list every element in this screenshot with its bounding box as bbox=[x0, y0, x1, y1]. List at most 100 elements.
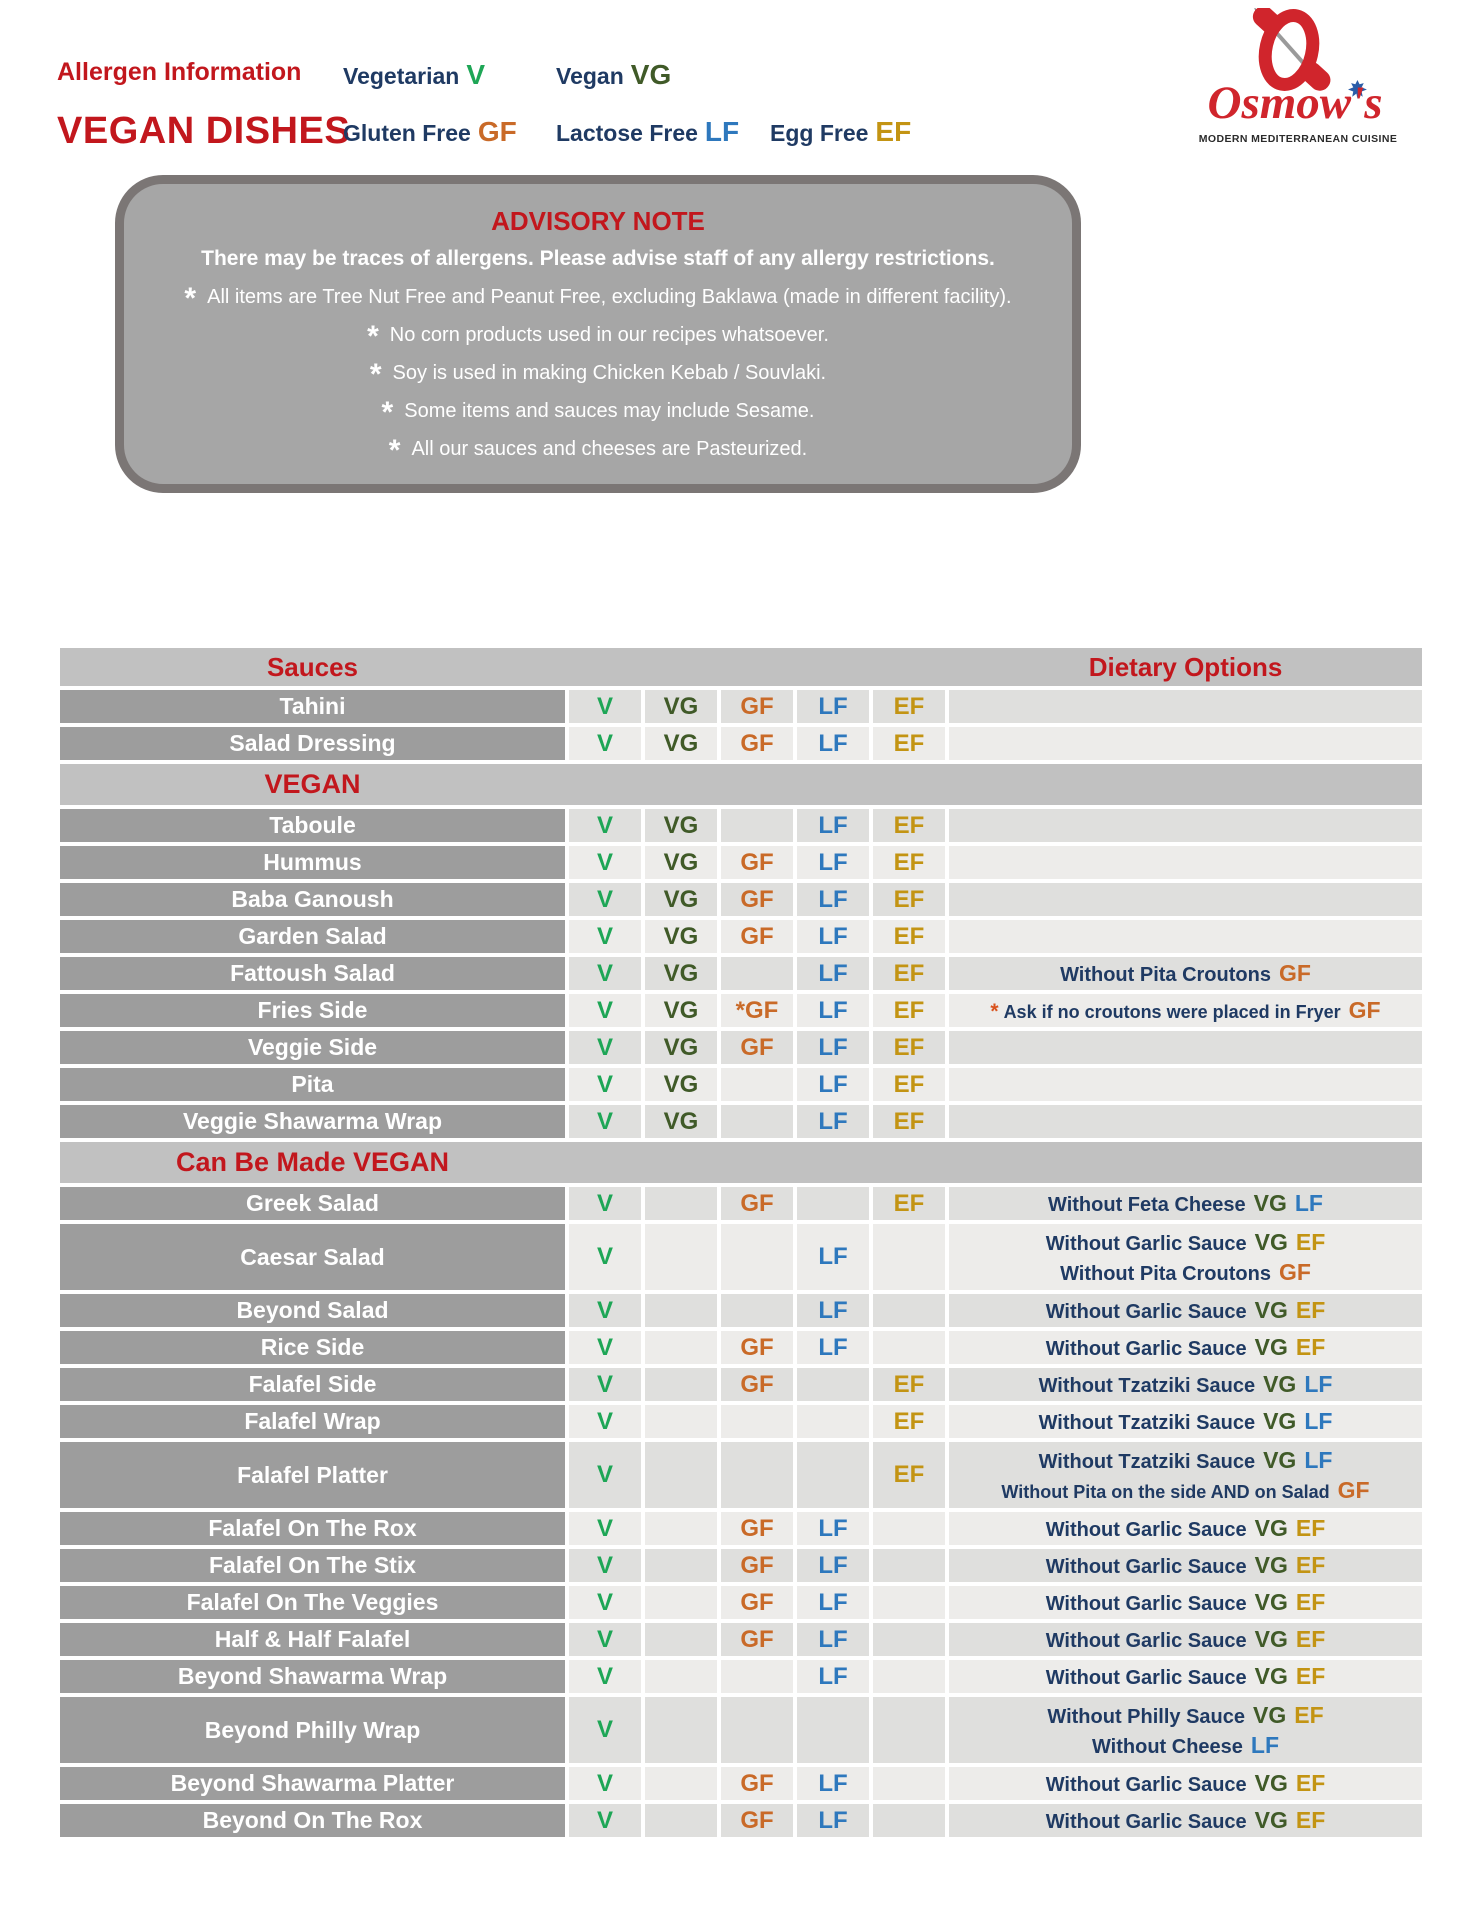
badge-cell-lf: LF bbox=[797, 727, 869, 760]
badge-v: V bbox=[596, 996, 613, 1024]
note-code-gf: GF bbox=[1337, 1477, 1370, 1504]
badge-cell-ef: EF bbox=[873, 690, 945, 723]
badge-cell-gf bbox=[721, 1405, 793, 1438]
dietary-note: Without Garlic Sauce VG EF bbox=[1046, 1227, 1326, 1257]
dietary-options-cell: Without Tzatziki Sauce VG LF bbox=[949, 1405, 1422, 1438]
table-row: Veggie Shawarma Wrap V VG LF EF bbox=[60, 1105, 1422, 1138]
note-text: Without Garlic Sauce bbox=[1045, 1519, 1247, 1542]
badge-vg: VG bbox=[663, 959, 699, 987]
badge-cell-gf bbox=[721, 1068, 793, 1101]
legend-code: LF bbox=[704, 115, 740, 147]
dietary-note: Without Cheese LF bbox=[1092, 1730, 1279, 1760]
dietary-options-cell bbox=[949, 690, 1422, 723]
badge-cell-vg bbox=[645, 1697, 717, 1763]
badge-cell-gf: GF bbox=[721, 1512, 793, 1545]
note-code-lf: LF bbox=[1304, 1371, 1333, 1398]
advisory-bullet: No corn products used in our recipes wha… bbox=[124, 324, 1072, 347]
badge-gf: GF bbox=[740, 848, 774, 876]
badge-cell-gf: GF bbox=[721, 846, 793, 879]
badge-cell-v: V bbox=[569, 1512, 641, 1545]
badge-cell-ef bbox=[873, 1331, 945, 1364]
note-code-ef: EF bbox=[1295, 1770, 1326, 1797]
badge-cell-lf bbox=[797, 1368, 869, 1401]
badge-cell-vg bbox=[645, 1767, 717, 1800]
section-title: VEGAN bbox=[264, 769, 361, 799]
table-row: Falafel On The Veggies V GF LF Without Garli… bbox=[60, 1586, 1422, 1619]
badge-cell-ef: EF bbox=[873, 846, 945, 879]
badge-gf: GF bbox=[740, 729, 774, 757]
badge-cell-gf: GF bbox=[721, 883, 793, 916]
badge-v: V bbox=[596, 1243, 613, 1270]
dietary-options-cell bbox=[949, 1105, 1422, 1138]
note-code-vg: VG bbox=[1254, 1228, 1288, 1255]
badge-cell-vg bbox=[645, 1442, 717, 1508]
badge-lf: LF bbox=[818, 1514, 848, 1542]
badge-cell-vg: VG bbox=[645, 1105, 717, 1138]
badge-gf: GF bbox=[740, 1333, 774, 1361]
table-row: Veggie Side V VG GF LF EF bbox=[60, 1031, 1422, 1064]
legend-code: GF bbox=[477, 115, 517, 147]
dietary-options-cell: Without Garlic Sauce VG EF bbox=[949, 1804, 1422, 1837]
badge-lf: LF bbox=[818, 1625, 848, 1653]
badge-lf: LF bbox=[818, 1033, 848, 1061]
badge-cell-v: V bbox=[569, 1660, 641, 1693]
dietary-note: Without Philly Sauce VG EF bbox=[1047, 1700, 1323, 1730]
badge-gf: GF bbox=[740, 1514, 774, 1542]
advisory-bullet: Soy is used in making Chicken Kebab / So… bbox=[124, 362, 1072, 385]
badge-cell-gf: GF bbox=[721, 1623, 793, 1656]
dietary-options-cell: Without Garlic Sauce VG EF bbox=[949, 1331, 1422, 1364]
badge-cell-ef: EF bbox=[873, 920, 945, 953]
note-text: Without Garlic Sauce bbox=[1045, 1593, 1247, 1616]
badge-vg: VG bbox=[663, 1070, 699, 1098]
badge-cell-gf bbox=[721, 1660, 793, 1693]
advisory-subtitle: There may be traces of allergens. Please… bbox=[201, 247, 995, 270]
badge-cell-ef: EF bbox=[873, 809, 945, 842]
badge-cell-ef bbox=[873, 1549, 945, 1582]
badge-cell-lf: LF bbox=[797, 1224, 869, 1290]
dish-name-cell: Falafel On The Stix bbox=[60, 1549, 565, 1582]
badge-gf: GF bbox=[740, 885, 774, 913]
badge-gf: GF bbox=[740, 922, 774, 950]
table-row: Falafel On The Stix V GF LF Without Garlic S… bbox=[60, 1549, 1422, 1582]
advisory-bullet: All items are Tree Nut Free and Peanut F… bbox=[124, 286, 1072, 309]
legend-label: Gluten Free bbox=[343, 119, 471, 146]
badge-cell-ef bbox=[873, 1586, 945, 1619]
dish-name-cell: Veggie Side bbox=[60, 1031, 565, 1064]
note-code-vg: VG bbox=[1254, 1770, 1288, 1797]
note-text: Without Garlic Sauce bbox=[1045, 1667, 1247, 1690]
badge-ef: EF bbox=[893, 729, 925, 757]
note-code-lf: LF bbox=[1294, 1190, 1323, 1217]
dietary-options-cell bbox=[949, 727, 1422, 760]
badge-lf: LF bbox=[818, 1070, 848, 1098]
badge-ef: EF bbox=[893, 1107, 925, 1135]
note-code-ef: EF bbox=[1295, 1228, 1326, 1255]
badge-ef: EF bbox=[893, 1070, 925, 1098]
badge-v: V bbox=[596, 959, 613, 987]
badge-lf: LF bbox=[818, 811, 848, 839]
dietary-options-cell: Without Garlic Sauce VG EF bbox=[949, 1586, 1422, 1619]
dish-name-cell: Beyond Shawarma Wrap bbox=[60, 1660, 565, 1693]
note-code-vg: VG bbox=[1253, 1701, 1287, 1728]
badge-cell-v: V bbox=[569, 690, 641, 723]
badge-v: V bbox=[596, 922, 613, 950]
table-row: Beyond Shawarma Wrap V LF Without Garlic Sa… bbox=[60, 1660, 1422, 1693]
badge-vg: VG bbox=[663, 811, 699, 839]
note-text: Without Garlic Sauce bbox=[1045, 1232, 1247, 1255]
badge-lf: LF bbox=[818, 959, 848, 987]
dish-name-cell: Tahini bbox=[60, 690, 565, 723]
badge-v: V bbox=[596, 1662, 613, 1690]
badge-lf: LF bbox=[818, 885, 848, 913]
note-code-vg: VG bbox=[1263, 1371, 1297, 1398]
badge-cell-vg bbox=[645, 1660, 717, 1693]
badge-cell-vg: VG bbox=[645, 883, 717, 916]
badge-cell-v: V bbox=[569, 1224, 641, 1290]
legend-code: VG bbox=[630, 58, 672, 90]
note-asterisk: * bbox=[990, 1000, 999, 1024]
dietary-options-cell bbox=[949, 809, 1422, 842]
dietary-options-cell: Without Feta Cheese VG LF bbox=[949, 1187, 1422, 1220]
badge-ef: EF bbox=[893, 692, 925, 720]
badge-cell-lf: LF bbox=[797, 1512, 869, 1545]
badge-cell-lf: LF bbox=[797, 1660, 869, 1693]
dish-name-cell: Greek Salad bbox=[60, 1187, 565, 1220]
badge-lf: LF bbox=[818, 1551, 848, 1579]
